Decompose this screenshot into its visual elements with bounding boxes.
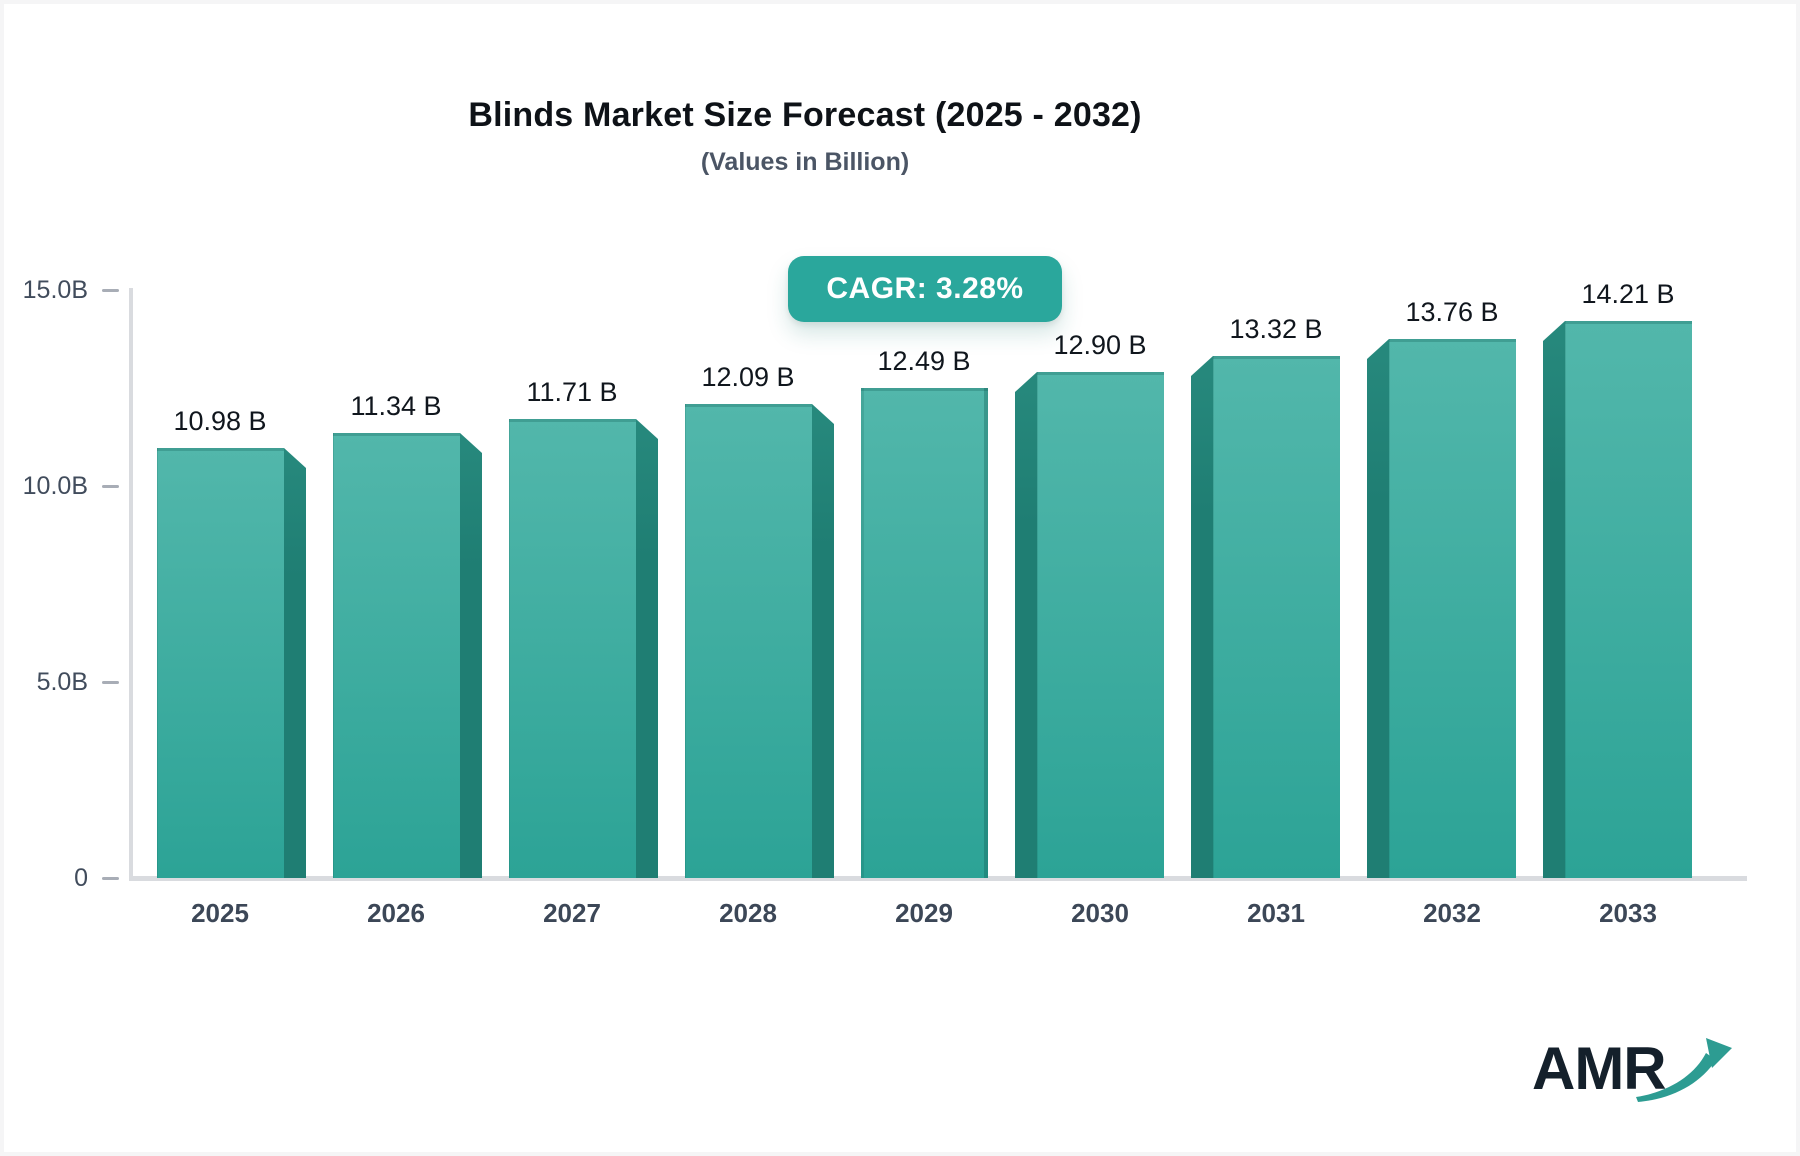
bar-3d-side-2031 xyxy=(1191,356,1213,878)
y-axis-tick-label: 0 xyxy=(74,864,88,892)
bar-value-label-2028: 12.09 B xyxy=(701,362,795,392)
bar-2029[interactable] xyxy=(861,388,988,878)
bar-3d-side-2033 xyxy=(1543,321,1565,878)
bar-3d-side-2027 xyxy=(636,419,658,878)
x-axis-label-2029: 2029 xyxy=(895,898,953,928)
growth-arrow-icon xyxy=(1636,1038,1732,1102)
x-axis-label-2033: 2033 xyxy=(1599,898,1657,928)
cagr-badge-label: CAGR: 3.28% xyxy=(826,272,1024,305)
x-axis-label-2028: 2028 xyxy=(719,898,777,928)
y-axis-tick-label: 15.0B xyxy=(22,276,88,304)
x-axis-label-2027: 2027 xyxy=(543,898,601,928)
bar-value-label-2025: 10.98 B xyxy=(173,406,267,436)
y-axis-tick-label: 5.0B xyxy=(36,668,88,696)
x-axis-label-2030: 2030 xyxy=(1071,898,1129,928)
bar-value-label-2026: 11.34 B xyxy=(350,391,442,421)
y-axis-tick-mark xyxy=(102,288,119,292)
y-axis-tick-label: 10.0B xyxy=(22,472,88,500)
bar-value-label-2032: 13.76 B xyxy=(1405,297,1499,327)
x-axis-label-2025: 2025 xyxy=(191,898,249,928)
bar-2031[interactable] xyxy=(1213,356,1340,878)
bar-value-label-2033: 14.21 B xyxy=(1581,279,1675,309)
bar-value-label-2031: 13.32 B xyxy=(1229,314,1323,344)
bar-3d-side-2030 xyxy=(1015,372,1037,878)
bar-value-label-2029: 12.49 B xyxy=(877,346,971,376)
bar-value-label-2030: 12.90 B xyxy=(1053,330,1147,360)
bar-2030[interactable] xyxy=(1037,372,1164,878)
chart-subtitle: (Values in Billion) xyxy=(700,148,910,176)
brand-logo-text: AMR xyxy=(1532,1035,1667,1102)
bar-2032[interactable] xyxy=(1389,339,1516,878)
bar-2027[interactable] xyxy=(509,419,636,878)
bar-2033[interactable] xyxy=(1565,321,1692,878)
x-axis-label-2031: 2031 xyxy=(1247,898,1305,928)
chart-title: Blinds Market Size Forecast (2025 - 2032… xyxy=(468,96,1142,134)
cagr-badge: CAGR: 3.28% xyxy=(788,256,1062,322)
x-axis-line xyxy=(129,876,1747,881)
bar-3d-side-2025 xyxy=(284,448,306,878)
bar-3d-side-2026 xyxy=(460,433,482,878)
y-axis-tick-mark xyxy=(102,484,119,488)
bar-2025[interactable] xyxy=(157,448,284,878)
bar-3d-side-2028 xyxy=(812,404,834,878)
bar-2026[interactable] xyxy=(333,433,460,878)
y-axis-tick-mark xyxy=(102,680,119,684)
x-axis-label-2032: 2032 xyxy=(1423,898,1481,928)
bar-3d-side-2032 xyxy=(1367,339,1389,878)
bar-value-label-2027: 11.71 B xyxy=(526,377,618,407)
x-axis-label-2026: 2026 xyxy=(367,898,425,928)
bar-2028[interactable] xyxy=(685,404,812,878)
y-axis-tick-mark xyxy=(102,876,119,880)
brand-logo: AMR xyxy=(1532,1028,1742,1114)
y-axis-line xyxy=(129,288,133,878)
